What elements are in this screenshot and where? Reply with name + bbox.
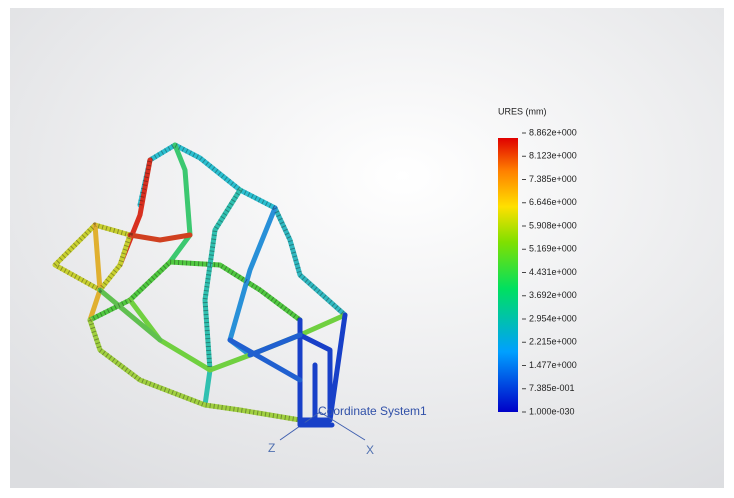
x-axis-label: X: [366, 443, 374, 457]
legend-label: 5.908e+000: [529, 220, 577, 230]
viewport: Coordinate System1 Z X URES (mm) 8.862e+…: [0, 0, 734, 498]
legend-label: 7.385e-001: [529, 383, 575, 393]
z-axis-label: Z: [268, 441, 275, 455]
legend-label: 1.477e+000: [529, 360, 577, 370]
legend-label: 8.862e+000: [529, 127, 577, 137]
coordinate-system-label: Coordinate System1: [318, 404, 427, 418]
legend-label: 7.385e+000: [529, 174, 577, 184]
legend-label: 5.169e+000: [529, 244, 577, 254]
legend-label: 2.954e+000: [529, 313, 577, 323]
legend-label: 4.431e+000: [529, 267, 577, 277]
color-bar: [498, 138, 518, 412]
legend-label: 1.000e-030: [529, 406, 575, 416]
legend-label: 8.123e+000: [529, 151, 577, 161]
legend-title: URES (mm): [498, 106, 547, 116]
legend-label: 6.646e+000: [529, 197, 577, 207]
legend-label: 3.692e+000: [529, 290, 577, 300]
legend-label: 2.215e+000: [529, 337, 577, 347]
